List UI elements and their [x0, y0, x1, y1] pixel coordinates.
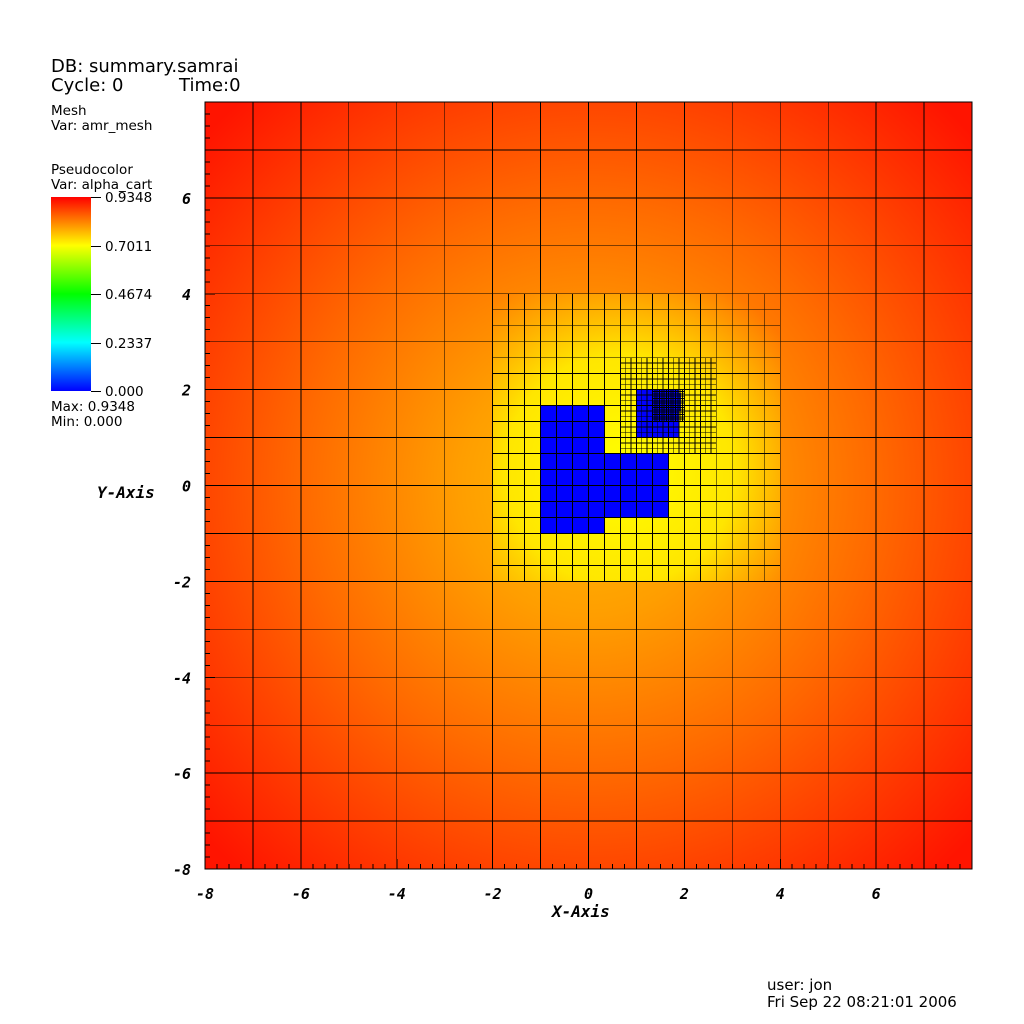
colorbar-tick — [91, 197, 101, 198]
colorbar-tick — [91, 391, 101, 392]
y-tick-label: -8 — [173, 861, 191, 879]
timestamp-label: Fri Sep 22 08:21:01 2006 — [767, 993, 957, 1011]
x-tick-label: -2 — [484, 885, 502, 903]
y-tick-label: 2 — [181, 382, 191, 400]
colorbar-tick-label: 0.4674 — [105, 287, 153, 303]
max-value-label: Max: 0.9348 — [51, 399, 135, 415]
x-axis-title: X-Axis — [552, 902, 610, 921]
x-tick-label: -8 — [196, 885, 214, 903]
y-axis-title: Y-Axis — [97, 483, 155, 502]
mesh-legend-var: Var: amr_mesh — [51, 118, 153, 134]
y-tick-label: 6 — [182, 190, 191, 208]
y-tick-label: -2 — [173, 573, 191, 591]
x-tick-label: -4 — [388, 885, 406, 903]
colorbar-tick-label: 0.2337 — [105, 336, 153, 352]
y-tick-label: -4 — [173, 669, 191, 687]
y-tick-label: 4 — [182, 286, 191, 304]
x-tick-label: 4 — [776, 885, 785, 903]
colorbar-tick-label: 0.9348 — [105, 190, 153, 206]
colorbar-tick-label: 0.7011 — [105, 239, 153, 255]
y-tick-label: 0 — [182, 478, 191, 496]
x-tick-label: 6 — [872, 885, 881, 903]
amr-level-1-mesh — [492, 293, 781, 582]
x-tick-label: -6 — [292, 885, 310, 903]
colorbar-tick — [91, 294, 101, 295]
amr-level-3-mesh — [652, 389, 685, 422]
min-value-label: Min: 0.000 — [51, 414, 123, 430]
amr-level-2-mesh — [620, 357, 717, 454]
x-tick-label: 2 — [679, 885, 689, 903]
x-tick-label: 0 — [584, 885, 593, 903]
time-label: Time:0 — [179, 75, 241, 96]
colorbar-tick-label: 0.000 — [105, 384, 144, 400]
mesh-legend-title: Mesh — [51, 103, 87, 119]
cycle-label: Cycle: 0 — [51, 75, 124, 96]
database-label: DB: summary.samrai — [51, 56, 239, 77]
pseudocolor-legend-title: Pseudocolor — [51, 162, 133, 178]
colorbar-tick — [91, 343, 101, 344]
pseudocolor-legend-var: Var: alpha_cart — [51, 177, 153, 193]
colorbar-tick — [91, 246, 101, 247]
user-label: user: jon — [767, 976, 833, 994]
colorbar — [51, 197, 91, 391]
y-tick-label: -6 — [173, 765, 191, 783]
